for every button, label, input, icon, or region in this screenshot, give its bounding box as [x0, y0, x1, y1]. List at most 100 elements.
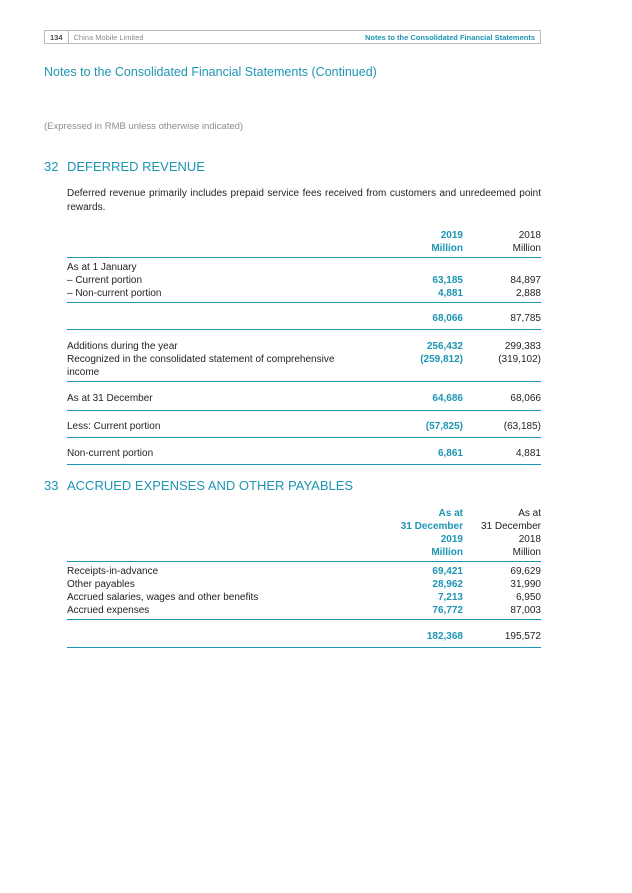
table-header-row: Million Million	[67, 546, 541, 559]
row-label: Other payables	[67, 579, 135, 590]
value-2018: 69,629	[510, 566, 541, 577]
section-32-number: 32	[44, 159, 59, 174]
col-unit-2018: Million	[512, 243, 541, 254]
deferred-revenue-table: 2019 2018 Million Million As at 1 Januar…	[67, 229, 541, 465]
row-label: – Current portion	[67, 275, 143, 286]
value-2018: 87,003	[510, 605, 541, 616]
page-number: 134	[45, 31, 69, 43]
table-row-total: Non-current portion 6,861 4,881	[67, 447, 541, 460]
value-2018: 84,897	[510, 275, 541, 286]
section-32-heading: 32 DEFERRED REVENUE	[44, 159, 541, 174]
table-row: Accrued expenses 76,772 87,003	[67, 604, 541, 617]
row-label: Additions during the year	[67, 341, 178, 352]
table-row: – Non-current portion 4,881 2,888	[67, 287, 541, 300]
row-label	[67, 630, 368, 643]
value-2019: 76,772	[432, 605, 463, 616]
table-rule	[67, 302, 541, 303]
section-32-title: DEFERRED REVENUE	[67, 159, 205, 174]
table-header-row: 2019 2018	[67, 533, 541, 546]
currency-note: (Expressed in RMB unless otherwise indic…	[44, 121, 244, 132]
value-2019: 28,962	[432, 579, 463, 590]
table-row: Other payables 28,962 31,990	[67, 578, 541, 591]
col-header-2018: As at	[518, 508, 541, 519]
col-header-2018: 2018	[518, 230, 541, 241]
table-rule	[67, 647, 541, 648]
page-title: Notes to the Consolidated Financial Stat…	[44, 65, 377, 79]
row-label: Accrued salaries, wages and other benefi…	[67, 592, 259, 603]
row-label: As at 1 January	[67, 262, 137, 273]
row-label: – Non-current portion	[67, 288, 162, 299]
section-32-intro: Deferred revenue primarily includes prep…	[67, 188, 541, 213]
col-header-2019: As at	[438, 508, 463, 519]
company-name: China Mobile Limited	[73, 32, 144, 42]
col-unit-2019: Million	[431, 243, 463, 254]
table-rule	[67, 619, 541, 620]
value-2018: 2,888	[515, 288, 541, 299]
section-33-heading: 33 ACCRUED EXPENSES AND OTHER PAYABLES	[44, 478, 541, 493]
table-rule	[67, 381, 541, 382]
row-label: Less: Current portion	[67, 421, 161, 432]
row-label: Non-current portion	[67, 448, 154, 459]
table-rule	[67, 257, 541, 258]
value-2019: 68,066	[432, 313, 463, 324]
col-header-2018: 31 December	[480, 521, 541, 532]
value-2018: 6,950	[515, 592, 541, 603]
value-2019: 63,185	[432, 275, 463, 286]
value-2019: (259,812)	[420, 354, 463, 365]
value-2018: 68,066	[510, 393, 541, 404]
col-header-2019: Million	[431, 547, 463, 558]
col-header-2018: Million	[512, 547, 541, 558]
table-row: Less: Current portion (57,825) (63,185)	[67, 420, 541, 433]
row-label: As at 31 December	[67, 393, 153, 404]
section-33-title: ACCRUED EXPENSES AND OTHER PAYABLES	[67, 478, 354, 493]
table-row: As at 1 January	[67, 261, 541, 274]
row-label: Receipts-in-advance	[67, 566, 159, 577]
value-2019: 7,213	[437, 592, 463, 603]
table-rule	[67, 329, 541, 330]
value-2019: 64,686	[432, 393, 463, 404]
value-2018: 31,990	[510, 579, 541, 590]
table-row: Additions during the year 256,432 299,38…	[67, 340, 541, 353]
value-2019	[368, 261, 463, 274]
table-row-subtotal: 68,066 87,785	[67, 312, 541, 325]
accrued-expenses-table: As at As at 31 December 31 December 2019…	[67, 507, 541, 648]
value-2018: 299,383	[504, 341, 541, 352]
page-header: 134 China Mobile Limited Notes to the Co…	[44, 30, 541, 44]
row-label: Accrued expenses	[67, 605, 150, 616]
section-33-number: 33	[44, 478, 59, 493]
col-header-2018: 2018	[518, 534, 541, 545]
table-rule	[67, 561, 541, 562]
value-2019: 182,368	[426, 631, 463, 642]
table-row-total: 182,368 195,572	[67, 630, 541, 643]
value-2018: 4,881	[515, 448, 541, 459]
value-2018: (63,185)	[503, 421, 541, 432]
value-2019: 69,421	[432, 566, 463, 577]
value-2019: 256,432	[426, 341, 463, 352]
table-row-subtotal: As at 31 December 64,686 68,066	[67, 392, 541, 405]
col-header-2019: 2019	[440, 534, 463, 545]
value-2018: 87,785	[510, 313, 541, 324]
header-section-title: Notes to the Consolidated Financial Stat…	[364, 32, 535, 42]
table-header-row: 31 December 31 December	[67, 520, 541, 533]
value-2019: 4,881	[437, 288, 463, 299]
table-row: Accrued salaries, wages and other benefi…	[67, 591, 541, 604]
row-label	[67, 312, 368, 325]
table-header-row: As at As at	[67, 507, 541, 520]
table-header-row: 2019 2018	[67, 229, 541, 242]
col-header-2019: 31 December	[400, 521, 463, 532]
value-2019: 6,861	[437, 448, 463, 459]
table-rule	[67, 464, 541, 465]
table-row: Recognized in the consolidated statement…	[67, 353, 541, 379]
table-rule	[67, 437, 541, 438]
table-row: – Current portion 63,185 84,897	[67, 274, 541, 287]
value-2019: (57,825)	[425, 421, 463, 432]
col-header-2019: 2019	[440, 230, 463, 241]
row-label: Recognized in the consolidated statement…	[67, 354, 335, 378]
value-2018: 195,572	[504, 631, 541, 642]
value-2018	[463, 261, 541, 274]
value-2018: (319,102)	[498, 354, 541, 365]
table-header-row: Million Million	[67, 242, 541, 255]
table-row: Receipts-in-advance 69,421 69,629	[67, 565, 541, 578]
table-rule	[67, 410, 541, 411]
